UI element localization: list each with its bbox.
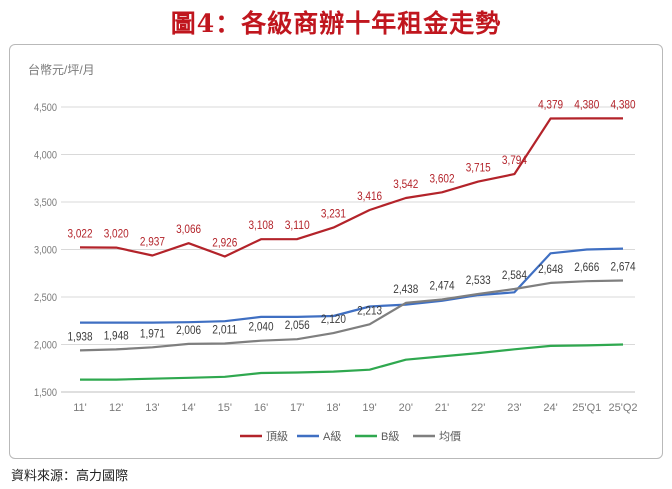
y-tick-label: 2,500 bbox=[34, 292, 57, 304]
series-line bbox=[80, 247, 624, 324]
x-tick-label: 25'Q1 bbox=[572, 402, 601, 414]
series-line bbox=[80, 343, 624, 381]
data-label: 1,971 bbox=[140, 328, 165, 340]
x-tick-label: 21' bbox=[435, 402, 449, 414]
y-tick-label: 3,500 bbox=[34, 197, 57, 209]
x-tick-label: 23' bbox=[507, 402, 521, 414]
legend-label: A級 bbox=[323, 430, 341, 443]
y-tick-label: 4,500 bbox=[34, 102, 57, 114]
data-label: 3,794 bbox=[502, 155, 528, 167]
source-note: 資料來源：高力國際 bbox=[11, 468, 129, 483]
y-tick-label: 4,000 bbox=[34, 150, 57, 162]
data-label: 2,213 bbox=[357, 305, 382, 317]
data-label: 2,056 bbox=[285, 320, 310, 332]
x-tick-label: 13' bbox=[145, 402, 159, 414]
x-tick-label: 22' bbox=[471, 402, 485, 414]
x-tick-label: 14' bbox=[181, 402, 195, 414]
data-label: 2,937 bbox=[140, 236, 165, 248]
x-tick-label: 17' bbox=[290, 402, 304, 414]
x-tick-label: 11' bbox=[73, 402, 87, 414]
data-label: 2,474 bbox=[430, 280, 456, 292]
data-label: 3,066 bbox=[176, 224, 201, 236]
data-label: 3,715 bbox=[466, 163, 491, 175]
data-label: 3,416 bbox=[357, 191, 382, 203]
data-label: 2,926 bbox=[212, 238, 237, 250]
data-label: 2,648 bbox=[538, 264, 563, 276]
series-line bbox=[79, 117, 623, 258]
data-label: 2,533 bbox=[466, 275, 491, 287]
data-label: 3,110 bbox=[285, 220, 310, 232]
x-tick-label: 24' bbox=[543, 402, 557, 414]
x-tick-label: 12' bbox=[109, 402, 123, 414]
data-label: 3,108 bbox=[249, 220, 274, 232]
x-tick-label: 16' bbox=[254, 402, 268, 414]
chart-panel bbox=[9, 44, 663, 459]
y-tick-label: 1,500 bbox=[34, 387, 57, 399]
data-label: 4,380 bbox=[611, 99, 636, 111]
data-label: 4,379 bbox=[538, 99, 563, 111]
data-label: 3,022 bbox=[68, 228, 93, 240]
data-label: 3,602 bbox=[430, 173, 455, 185]
data-label: 1,938 bbox=[68, 331, 93, 343]
data-label: 2,120 bbox=[321, 314, 346, 326]
legend-label: 頂級 bbox=[266, 430, 288, 443]
x-tick-label: 18' bbox=[326, 402, 340, 414]
legend-label: 均價 bbox=[439, 429, 461, 443]
data-label: 4,380 bbox=[574, 99, 599, 111]
data-label: 2,011 bbox=[212, 324, 237, 336]
data-label: 2,006 bbox=[176, 325, 201, 337]
y-tick-label: 2,000 bbox=[34, 340, 57, 352]
series-line bbox=[79, 279, 624, 352]
data-label: 2,674 bbox=[611, 261, 637, 273]
x-tick-label: 20' bbox=[399, 402, 413, 414]
data-label: 2,040 bbox=[249, 322, 274, 334]
data-label: 2,584 bbox=[502, 270, 528, 282]
y-tick-label: 3,000 bbox=[34, 245, 57, 257]
data-label: 3,020 bbox=[104, 229, 129, 241]
data-label: 3,231 bbox=[321, 209, 346, 221]
chart-title: 圖4：各級商辦十年租金走勢 bbox=[170, 9, 502, 38]
data-label: 2,438 bbox=[393, 284, 418, 296]
y-axis-label: 台幣元/坪/月 bbox=[28, 62, 95, 77]
x-tick-label: 15' bbox=[218, 402, 232, 414]
legend-label: B級 bbox=[381, 430, 399, 443]
x-tick-label: 19' bbox=[362, 402, 376, 414]
data-label: 1,948 bbox=[104, 330, 129, 342]
data-label: 2,666 bbox=[574, 262, 599, 274]
data-label: 3,542 bbox=[393, 179, 418, 191]
x-tick-label: 25'Q2 bbox=[608, 402, 637, 414]
